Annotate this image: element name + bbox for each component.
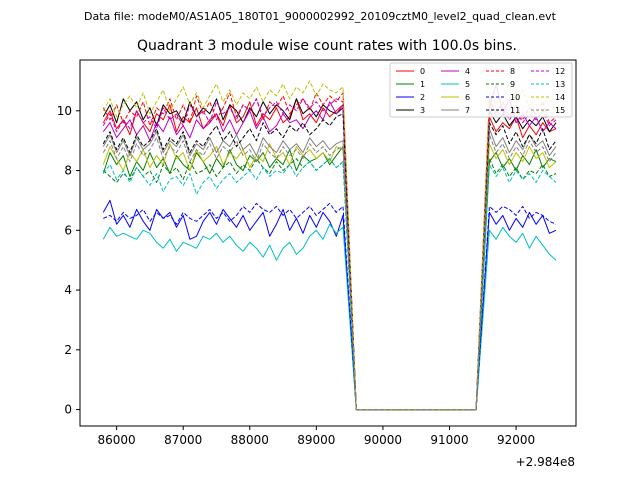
x-tick-label: 91000 [430, 433, 468, 447]
legend-label-10: 10 [510, 93, 520, 102]
y-tick-label: 2 [64, 343, 72, 357]
legend-label-9: 9 [510, 80, 515, 89]
y-tick-label: 6 [64, 223, 72, 237]
x-tick-label: 90000 [364, 433, 402, 447]
series-line-10 [103, 202, 557, 411]
legend-label-8: 8 [510, 67, 515, 76]
x-tick-label: 86000 [98, 433, 136, 447]
plot-area [79, 59, 577, 427]
legend-label-11: 11 [510, 106, 520, 115]
y-tick-label: 4 [64, 283, 72, 297]
y-tick-label: 0 [64, 403, 72, 417]
plot-frame [79, 59, 577, 427]
chart-title: Quadrant 3 module wise count rates with … [137, 38, 517, 54]
legend-label-15: 15 [555, 106, 565, 115]
chart-suptitle: Data file: modeM0/AS1A05_180T01_90000029… [84, 10, 557, 23]
series-line-6 [102, 143, 557, 411]
y-axis: 0 2 4 6 8 10 [57, 104, 80, 417]
x-tick-label: 89000 [297, 433, 335, 447]
series-line-12 [102, 98, 557, 411]
legend-box [389, 62, 573, 118]
legend-label-4: 4 [465, 67, 470, 76]
series-line-9 [102, 158, 557, 411]
series-line-1 [102, 146, 557, 411]
x-tick-label: 92000 [497, 433, 535, 447]
series-line-2 [102, 199, 557, 411]
x-tick-label: 87000 [164, 433, 202, 447]
legend-label-14: 14 [555, 93, 565, 102]
series-line-5 [102, 223, 557, 411]
legend-label-12: 12 [555, 67, 565, 76]
series-line-11 [102, 113, 557, 411]
series-line-15 [102, 134, 557, 411]
legend-label-3: 3 [420, 106, 425, 115]
legend-label-2: 2 [420, 93, 425, 102]
legend-label-6: 6 [465, 93, 470, 102]
legend-label-0: 0 [420, 67, 425, 76]
x-tick-label: 88000 [231, 433, 269, 447]
y-tick-label: 8 [64, 164, 72, 178]
x-axis-offset-label: +2.984e8 [516, 455, 575, 469]
y-tick-label: 10 [57, 104, 72, 118]
legend-label-1: 1 [420, 80, 425, 89]
series-line-7 [102, 128, 557, 411]
x-axis: 86000 87000 88000 89000 90000 91000 92000 [98, 426, 535, 447]
legend-label-13: 13 [555, 80, 565, 89]
legend-label-5: 5 [465, 80, 470, 89]
legend-label-7: 7 [465, 106, 470, 115]
